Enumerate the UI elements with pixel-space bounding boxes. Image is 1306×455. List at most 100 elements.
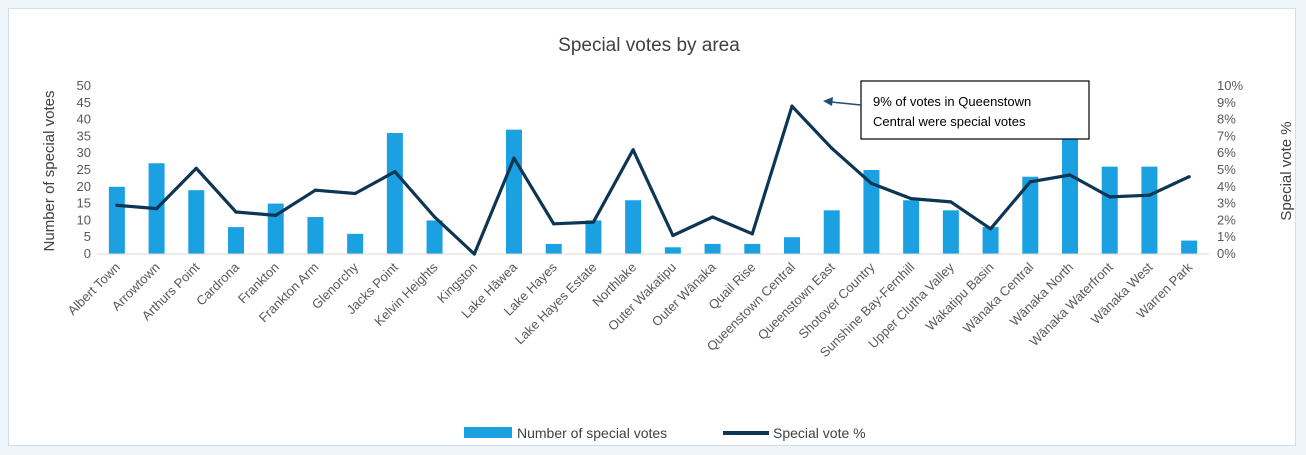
y-left-tick-label: 5 [84,229,91,244]
bar-wakatipu-basin [982,227,999,254]
line-point-wanaka-central [1028,180,1032,184]
y-left-tick-label: 50 [77,78,91,93]
y-right-tick-label: 10% [1217,78,1243,93]
legend-label-bars: Number of special votes [517,425,667,441]
line-point-albert-town [115,203,119,207]
bar-lake-hawea [506,129,522,254]
x-tick-label-wakatipu-basin: Wakatipu Basin [923,260,997,334]
bar-wanaka-north [1062,106,1078,254]
bar-albert-town [108,186,125,254]
y-axis-right-ticks: 0% 1% 2%3% 4% 5% 6% 7%8% 9% 10% [1217,78,1243,261]
line-point-lake-hayes [552,222,556,226]
bar-queenstown-east [823,210,840,254]
bar-upper-clutha-valley [942,210,959,254]
line-point-sunshine-bay-fernhill [909,196,913,201]
y-right-tick-label: 0% [1217,246,1236,261]
bar-lake-hayes-estate [585,220,602,254]
line-point-glenorchy [353,191,357,196]
bar-outer-wakatipu [664,247,681,254]
y-left-tick-label: 40 [77,112,91,127]
line-point-lake-hayes-estate [591,220,596,224]
annotation-arrow [830,101,862,106]
special-votes-chart: Special votes by area Number of special … [41,35,1295,441]
line-point-arthurs-point [194,166,198,170]
y-right-tick-label: 6% [1217,145,1236,160]
y-right-tick-label: 2% [1217,212,1236,227]
y-right-tick-label: 4% [1217,179,1236,194]
line-point-shotover-country [869,181,874,186]
y-right-tick-label: 5% [1217,162,1236,177]
bar-kelvin-heights [426,220,443,254]
y-left-tick-label: 10 [77,212,91,227]
line-point-warren-park [1187,175,1191,179]
legend: Number of special votes Special vote % [464,425,866,441]
annotation-line-2: Central were special votes [873,114,1026,129]
annotation-arrowhead [823,97,833,106]
bar-northlake [625,200,642,254]
y-left-tick-label: 35 [77,128,91,143]
line-point-wanaka-west [1147,193,1152,197]
line-point-wakatipu-basin [988,227,993,231]
bar-quail-rise [744,243,761,254]
bar-wanaka-central [1022,176,1039,254]
special-vote-pct-line [116,104,1190,256]
y-left-tick-label: 45 [77,95,91,110]
y-right-tick-label: 9% [1217,95,1236,110]
bar-outer-wanaka [704,243,721,254]
line-point-northlake [631,148,635,152]
line-point-queenstown-central [790,104,794,108]
annotation: 9% of votes in Queenstown Central were s… [823,80,1090,140]
line-series [115,104,1191,256]
y-axis-right-title: Special vote % [1278,121,1295,220]
bar-wanaka-waterfront [1101,166,1118,254]
line-point-frankton-arm [313,188,318,192]
bar-series [108,106,1198,254]
x-tick-label-wanaka-central: Wānaka Central [960,259,1037,336]
y-right-tick-label: 1% [1217,229,1236,244]
y-left-tick-label: 25 [77,162,91,177]
line-point-outer-wakatipu [671,233,675,238]
legend-swatch-bars [464,427,512,438]
bar-cardrona [228,227,244,254]
annotation-box [860,80,1090,140]
bar-shotover-country [863,170,880,254]
bar-frankton-arm [307,217,324,254]
line-point-arrowtown [154,207,159,211]
bar-jacks-point [386,133,403,254]
bar-lake-hayes [545,243,562,254]
legend-label-line: Special vote % [773,425,866,441]
line-point-wanaka-waterfront [1108,195,1112,199]
bar-queenstown-central [784,237,800,254]
line-point-lake-hawea [512,156,516,160]
bar-sunshine-bay-fernhill [903,200,920,254]
line-point-frankton [274,213,278,217]
line-point-wanaka-north [1068,173,1072,177]
y-left-tick-label: 30 [77,145,91,160]
y-axis-left-title: Number of special votes [41,91,58,252]
line-point-kingston [472,252,476,256]
line-point-outer-wanaka [710,215,715,219]
line-point-queenstown-east [830,146,834,150]
y-left-tick-label: 15 [77,196,91,211]
line-point-upper-clutha-valley [949,200,953,204]
y-right-tick-label: 7% [1217,128,1236,143]
line-point-quail-rise [750,232,754,236]
x-tick-label-cardrona: Cardrona [193,259,242,308]
y-left-tick-label: 0 [84,246,91,261]
bar-wanaka-west [1141,166,1158,254]
y-right-tick-label: 3% [1217,196,1236,211]
bar-glenorchy [347,233,364,254]
chart-title: Special votes by area [558,35,740,56]
annotation-line-1: 9% of votes in Queenstown [873,94,1031,109]
line-point-kelvin-heights [432,215,437,219]
y-right-tick-label: 8% [1217,112,1236,127]
line-point-jacks-point [393,170,397,174]
y-left-tick-label: 20 [77,179,91,194]
bar-warren-park [1181,240,1198,254]
bar-arthurs-point [188,190,205,254]
chart-frame: Special votes by area Number of special … [8,8,1296,446]
x-tick-label-outer-wakatipu: Outer Wakatipu [605,260,679,334]
line-point-cardrona [234,210,238,214]
